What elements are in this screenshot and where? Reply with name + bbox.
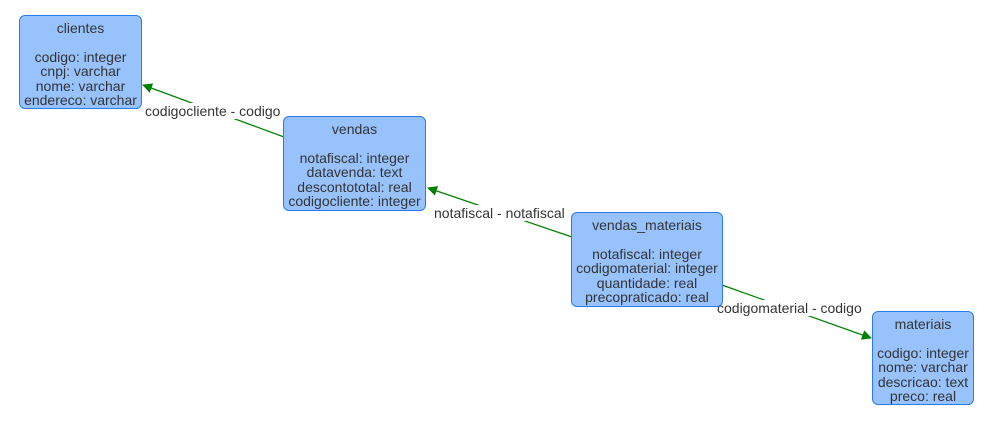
table-node-materiais[interactable]: materiais codigo: integer nome: varchar … <box>872 311 974 405</box>
table-field: cnpj: varchar <box>40 63 121 79</box>
table-field: preco: real <box>889 388 957 404</box>
edge-label-vendas-clientes: codigocliente - codigo <box>144 103 282 119</box>
table-title: vendas_materiais <box>592 217 702 233</box>
table-field: quantidade: real <box>596 274 698 291</box>
edge-label-vendas-materiais-materiais: codigomaterial - codigo <box>716 300 863 316</box>
table-field: descricao: text <box>877 373 969 390</box>
table-field: precopraticado: real <box>585 289 709 305</box>
table-field: datavenda: text <box>306 164 403 180</box>
table-title: materiais <box>894 316 952 332</box>
table-field: nome: varchar <box>35 77 126 94</box>
table-field: notafiscal: integer <box>299 149 410 166</box>
table-title: vendas <box>331 121 378 137</box>
table-field: descontototal: real <box>297 178 412 195</box>
table-node-clientes[interactable]: clientes codigo: integer cnpj: varchar n… <box>19 15 142 109</box>
edge-label-vendas-materiais-vendas: notafiscal - notafiscal <box>433 205 566 221</box>
table-node-vendas[interactable]: vendas notafiscal: integer datavenda: te… <box>283 116 426 211</box>
table-field: codigocliente: integer <box>288 193 421 209</box>
table-field: codigo: integer <box>877 344 969 361</box>
table-title: clientes <box>56 20 105 36</box>
table-field: endereco: varchar <box>24 92 137 108</box>
table-node-vendas-materiais[interactable]: vendas_materiais notafiscal: integer cod… <box>571 212 723 307</box>
table-field: notafiscal: integer <box>592 245 702 262</box>
table-field: codigomaterial: integer <box>576 260 718 276</box>
table-field: nome: varchar <box>878 359 968 375</box>
table-field: codigo: integer <box>34 48 127 65</box>
